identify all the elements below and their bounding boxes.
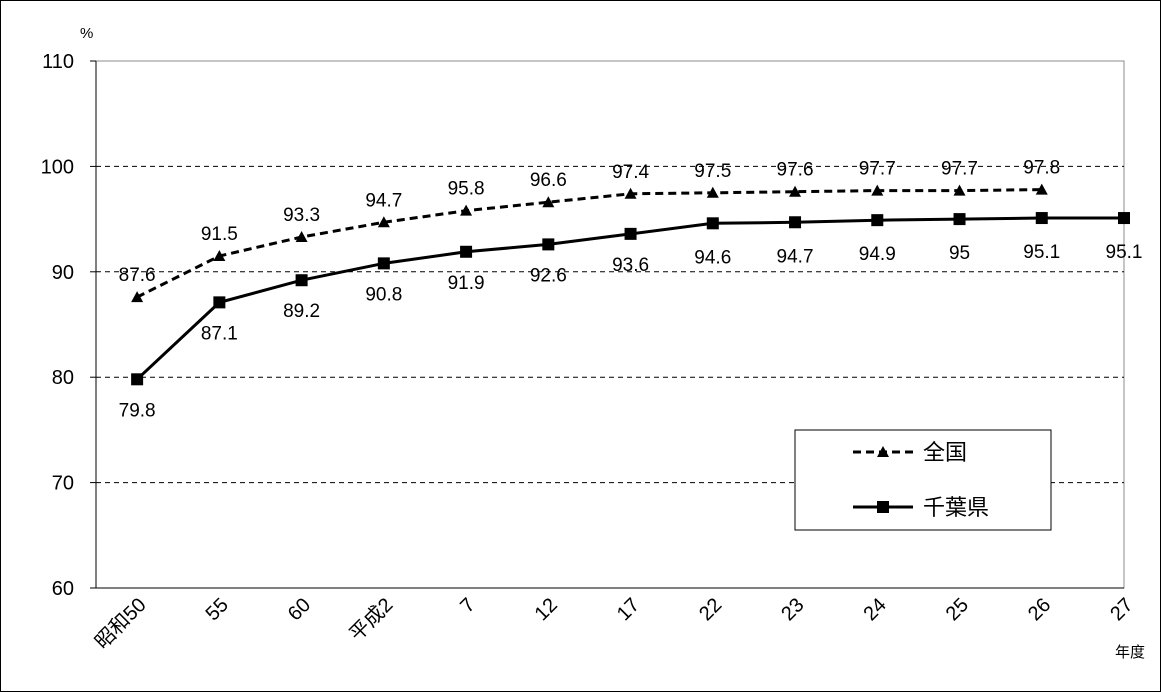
x-tick-label: 25 [942,594,973,625]
series-line [136,188,1042,299]
data-label: 95 [949,243,970,264]
data-point-marker [871,214,884,227]
data-label: 97.8 [1023,158,1060,179]
data-label: 97.4 [612,162,649,183]
x-tick-label: 27 [1106,594,1137,625]
data-label: 90.8 [365,284,402,305]
data-labels: 87.6 91.5 93.3 94.7 95.8 96.6 97.4 97.5 97.6 97.7… [119,158,1143,422]
legend-marker [877,501,889,513]
data-point-marker [871,184,884,196]
series-全国 [131,183,1048,303]
data-label: 97.7 [941,159,978,180]
data-label: 94.7 [777,246,814,267]
x-tick-label: 17 [613,594,644,625]
series [131,183,1130,386]
data-point-marker [789,216,802,229]
data-point-marker [213,296,226,309]
data-point-marker [542,196,555,208]
data-point-marker [624,227,637,240]
legend-label: 千葉県 [923,495,989,520]
data-label: 97.5 [694,161,731,182]
y-tick-label: 60 [52,578,74,600]
data-label: 97.6 [777,160,814,181]
x-tick-label: 22 [695,594,726,625]
series-千葉県 [131,212,1130,386]
data-point-marker [706,186,719,198]
y-tick-label: 100 [41,156,74,178]
data-point-marker [1035,183,1048,195]
data-label: 94.7 [365,190,402,211]
data-label: 97.7 [859,159,896,180]
x-tick-label: 60 [284,594,315,625]
x-tick-label: 平成2 [345,593,397,645]
x-tick-label: 26 [1024,594,1055,625]
data-point-marker [131,291,144,303]
data-label: 94.9 [859,244,896,265]
y-unit-label: % [80,25,93,42]
y-tick-label: 80 [52,367,74,389]
data-point-marker [460,204,473,216]
data-label: 89.2 [283,301,320,322]
data-label: 79.8 [119,400,156,421]
data-label: 95.1 [1023,242,1060,263]
data-point-marker [131,373,144,386]
data-point-marker [213,249,226,261]
x-tick-label: 7 [456,594,479,617]
x-tick-label: 55 [202,594,233,625]
data-label: 95.1 [1106,242,1143,263]
data-point-marker [789,185,802,197]
data-label: 92.6 [530,265,567,286]
legend-item-千葉県: 千葉県 [853,495,989,520]
data-label: 87.6 [119,265,156,286]
data-point-marker [953,184,966,196]
y-tick-label: 110 [42,51,74,73]
data-label: 95.8 [448,179,485,200]
x-unit-label: 年度 [1115,644,1145,661]
x-tick-label: 23 [777,594,808,625]
data-point-marker [460,245,473,258]
legend-box [794,429,1052,531]
data-point-marker [377,216,390,228]
data-label: 94.6 [694,247,731,268]
data-point-marker [624,187,637,199]
data-point-marker [1118,212,1130,225]
x-tick-label: 昭和50 [90,593,150,653]
legend-item-全国: 全国 [853,440,967,465]
data-label: 91.9 [448,273,485,294]
x-tick-label: 12 [531,594,562,625]
data-label: 87.1 [201,323,238,344]
data-label: 91.5 [201,224,238,245]
data-point-marker [1035,212,1048,225]
data-point-marker [295,274,308,287]
data-point-marker [377,257,390,270]
data-point-marker [706,217,719,230]
y-tick-label: 70 [52,473,74,495]
legend-marker [877,446,889,457]
data-point-marker [542,238,555,251]
data-label: 96.6 [530,170,567,191]
data-point-marker [295,231,308,243]
data-label: 93.3 [283,205,320,226]
data-label: 93.6 [612,255,649,276]
legend-label: 全国 [923,440,967,465]
data-point-marker [953,213,966,226]
y-tick-label: 90 [52,262,74,284]
x-tick-label: 24 [860,594,891,625]
